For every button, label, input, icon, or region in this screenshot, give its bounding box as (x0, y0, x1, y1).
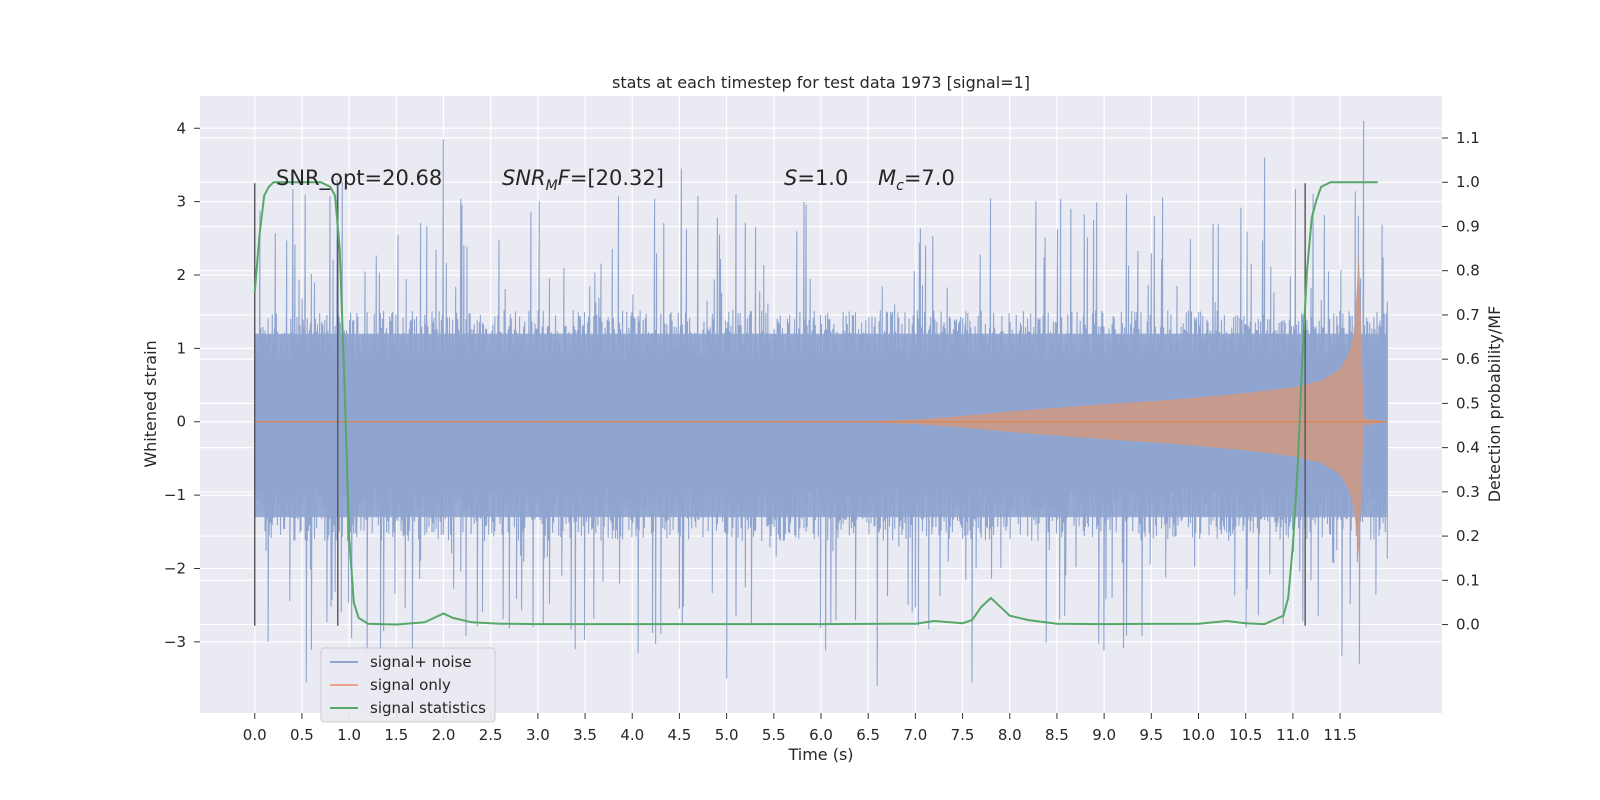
x-tick-label: 10.5 (1229, 726, 1262, 744)
x-tick-label: 11.0 (1276, 726, 1309, 744)
legend: signal+ noise signal only signal statist… (320, 647, 496, 723)
y-right-tick-label: 0.1 (1456, 571, 1480, 589)
x-tick-label: 5.5 (762, 726, 786, 744)
annotation-snr-mf: SNRMF=[20.32] (502, 166, 664, 194)
y-right-tick-label: 0.3 (1456, 483, 1480, 501)
x-tick-label: 9.0 (1092, 726, 1116, 744)
y-right-tick-label: 0.5 (1456, 394, 1480, 412)
legend-label-noise: signal+ noise (370, 653, 472, 671)
y-tick-label: −1 (164, 486, 186, 504)
signal-only-series (254, 253, 1388, 557)
x-tick-label: 6.5 (856, 726, 880, 744)
annotation-mc-sub: c (896, 178, 904, 194)
y-right-tick-label: 0.0 (1456, 616, 1480, 634)
x-tick-label: 7.5 (951, 726, 975, 744)
x-tick-label: 8.0 (998, 726, 1022, 744)
x-tick-label: 2.5 (479, 726, 503, 744)
x-tick-label: 4.5 (668, 726, 692, 744)
annotation-s-rest: =1.0 (797, 166, 848, 190)
x-tick-label: 0.5 (290, 726, 314, 744)
x-tick-label: 4.0 (620, 726, 644, 744)
x-tick-label: 3.5 (573, 726, 597, 744)
x-tick-label: 6.0 (809, 726, 833, 744)
annotation-snr-mf-sub: M (546, 178, 558, 194)
y-axis-right-label: Detection probability/MF (1485, 306, 1504, 503)
annotation-mc-rest: =7.0 (904, 166, 955, 190)
y-tick-label: 1 (176, 339, 186, 357)
x-axis-ticks: 0.0 0.5 1.0 1.5 2.0 2.5 3.0 3.5 4.0 4.5 5.0 5.5 6.0 6… (243, 713, 1357, 744)
x-tick-label: 5.0 (715, 726, 739, 744)
x-tick-label: 3.0 (526, 726, 550, 744)
annotation-s: S=1.0 (784, 166, 848, 190)
signal-envelope (254, 253, 1388, 557)
y-right-tick-label: 0.8 (1456, 262, 1480, 280)
signal-statistics-series (253, 181, 1378, 626)
legend-label-stats: signal statistics (370, 699, 486, 717)
x-tick-label: 1.0 (337, 726, 361, 744)
y-right-tick-label: 0.6 (1456, 350, 1480, 368)
legend-box (320, 647, 496, 723)
x-tick-label: 0.0 (243, 726, 267, 744)
legend-label-signal: signal only (370, 676, 451, 694)
annotation-snr-mf-rest: =[20.32] (570, 166, 664, 190)
annotation-mc: Mc=7.0 (878, 166, 955, 194)
annotation-s-base: S (784, 166, 797, 190)
y-axis-ticks: 4 3 2 1 0 −1 −2 −3 (164, 119, 200, 651)
y-tick-label: 4 (176, 119, 186, 137)
y-right-tick-label: 0.2 (1456, 527, 1480, 545)
x-axis-label: Time (s) (787, 745, 853, 764)
y-tick-label: 0 (176, 413, 186, 431)
x-tick-label: 1.5 (384, 726, 408, 744)
y-right-tick-label: 0.7 (1456, 306, 1480, 324)
chart-title: stats at each timestep for test data 197… (612, 73, 1030, 92)
x-tick-label: 9.5 (1139, 726, 1163, 744)
x-tick-label: 7.0 (903, 726, 927, 744)
x-tick-label: 8.5 (1045, 726, 1069, 744)
y-axis-right-ticks: 1.1 1.0 0.9 0.8 0.7 0.6 0.5 0.4 0.3 0.2 0.1 0.0 (1442, 129, 1480, 634)
annotation-snr-mf-f: F (558, 166, 571, 190)
y-tick-label: 3 (176, 193, 186, 211)
y-tick-label: 2 (176, 266, 186, 284)
x-tick-label: 10.0 (1182, 726, 1215, 744)
y-tick-label: −2 (164, 559, 186, 577)
x-tick-label: 11.5 (1323, 726, 1356, 744)
annotation-mc-base: M (878, 166, 896, 190)
y-tick-label: −3 (164, 633, 186, 651)
y-right-tick-label: 0.4 (1456, 439, 1480, 457)
x-tick-label: 2.0 (432, 726, 456, 744)
y-right-tick-label: 0.9 (1456, 217, 1480, 235)
annotation-snr-mf-base: SNR (502, 166, 546, 190)
signal-statistics-line (253, 181, 1378, 626)
y-axis-label: Whitened strain (141, 340, 160, 467)
y-right-tick-label: 1.0 (1456, 173, 1480, 191)
y-right-tick-label: 1.1 (1456, 129, 1480, 147)
annotation-snr-opt: SNR_opt=20.68 (276, 166, 442, 191)
detection-boundaries (254, 183, 1306, 626)
